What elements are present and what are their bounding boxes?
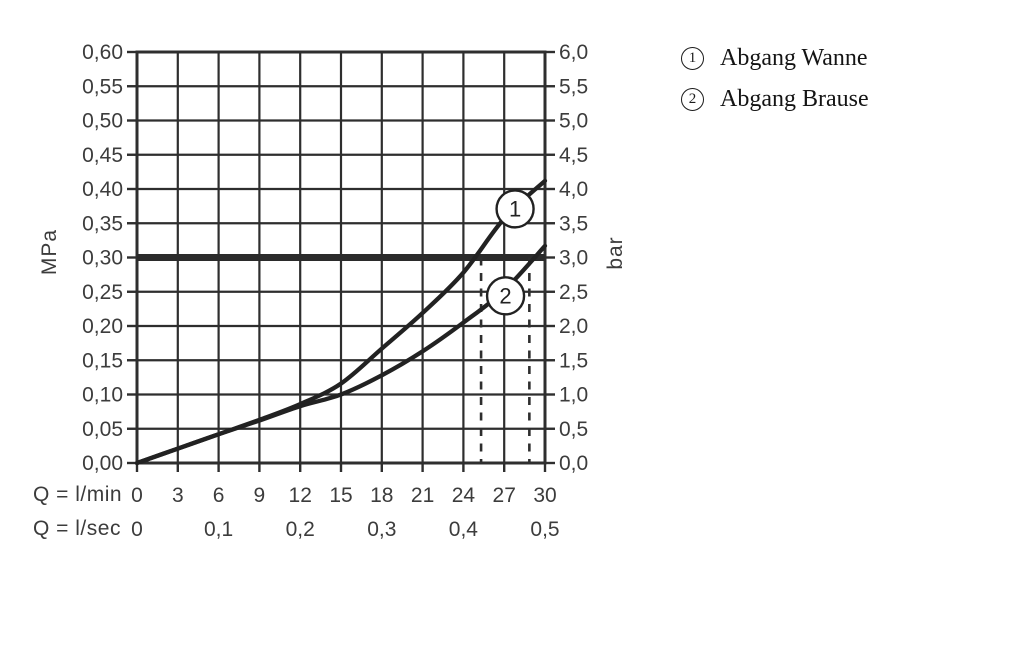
lsec-tick-label: 0,5 <box>530 518 559 541</box>
curve-abgang-brause <box>134 243 548 466</box>
left-tick-label: 0,45 <box>82 144 123 167</box>
curve-badge-1: 1 <box>495 189 535 229</box>
lsec-tick-label: 0,4 <box>449 518 479 541</box>
left-tick-label: 0,35 <box>82 212 123 235</box>
right-tick-label: 1,5 <box>559 349 588 372</box>
right-tick-label: 3,5 <box>559 212 588 235</box>
right-tick-label: 2,5 <box>559 281 588 304</box>
lmin-tick-label: 0 <box>131 484 143 507</box>
lmin-tick-label: 15 <box>329 484 352 507</box>
lmin-tick-label: 18 <box>370 484 393 507</box>
x-axis-lsec-title: Q = l/sec <box>33 517 121 540</box>
right-tick-label: 1,0 <box>559 384 588 407</box>
curve-badge-number: 2 <box>499 283 511 308</box>
legend-item-brause: 2 Abgang Brause <box>681 86 869 113</box>
legend-item-wanne: 1 Abgang Wanne <box>681 45 869 72</box>
x-axis-lmin-title: Q = l/min <box>33 483 123 506</box>
left-tick-label: 0,10 <box>82 384 123 407</box>
lsec-tick-label: 0 <box>131 518 143 541</box>
left-tick-label: 0,00 <box>82 452 123 475</box>
right-axis-title: bar <box>604 236 627 270</box>
legend-label-wanne: Abgang Wanne <box>720 45 868 71</box>
lmin-tick-label: 12 <box>289 484 312 507</box>
left-axis-title: MPa <box>38 228 61 276</box>
lsec-tick-label: 0,1 <box>204 518 233 541</box>
right-axis-ticks: 6,0 5,5 5,0 4,5 4,0 3,5 3,0 2,5 2,0 1,5 1,0 0,5 0,0 <box>545 41 588 475</box>
right-tick-label: 5,0 <box>559 110 588 133</box>
left-tick-label: 0,05 <box>82 418 123 441</box>
legend-circled-2-icon: 2 <box>681 88 704 111</box>
left-tick-label: 0,15 <box>82 349 123 372</box>
left-tick-label: 0,20 <box>82 315 123 338</box>
bottom-axis-ticks: 0 3 6 9 12 15 18 21 24 27 30 0 0,1 0,2 0,3 0,4 0,5 <box>131 463 560 541</box>
curve-badge-number: 1 <box>509 196 521 221</box>
lmin-tick-label: 3 <box>172 484 184 507</box>
lsec-tick-label: 0,3 <box>367 518 396 541</box>
chart-legend: 1 Abgang Wanne 2 Abgang Brause <box>681 45 869 113</box>
left-tick-label: 0,25 <box>82 281 123 304</box>
left-axis-ticks: 0,60 0,55 0,50 0,45 0,40 0,35 0,30 0,25 0,20 0,15… <box>82 41 137 475</box>
left-tick-label: 0,40 <box>82 178 123 201</box>
left-tick-label: 0,50 <box>82 110 123 133</box>
left-tick-label: 0,30 <box>82 247 123 270</box>
right-tick-label: 5,5 <box>559 75 588 98</box>
legend-circled-1-icon: 1 <box>681 47 704 70</box>
right-tick-label: 4,0 <box>559 178 588 201</box>
lmin-tick-label: 30 <box>533 484 556 507</box>
lmin-tick-label: 21 <box>411 484 434 507</box>
right-tick-label: 2,0 <box>559 315 588 338</box>
left-tick-label: 0,60 <box>82 41 123 64</box>
right-tick-label: 6,0 <box>559 41 588 64</box>
right-tick-label: 3,0 <box>559 247 588 270</box>
right-tick-label: 4,5 <box>559 144 588 167</box>
curve-badge-2: 2 <box>485 276 526 316</box>
right-tick-label: 0,0 <box>559 452 588 475</box>
lmin-tick-label: 27 <box>493 484 516 507</box>
lmin-tick-label: 24 <box>452 484 476 507</box>
right-tick-label: 0,5 <box>559 418 588 441</box>
flow-chart-canvas: 0,600,550,500,450,400,350,300,250,200,15… <box>82 41 588 541</box>
left-tick-label: 0,55 <box>82 75 123 98</box>
lmin-tick-label: 6 <box>213 484 225 507</box>
lsec-tick-label: 0,2 <box>286 518 315 541</box>
legend-label-brause: Abgang Brause <box>720 86 869 112</box>
lmin-tick-label: 9 <box>254 484 266 507</box>
